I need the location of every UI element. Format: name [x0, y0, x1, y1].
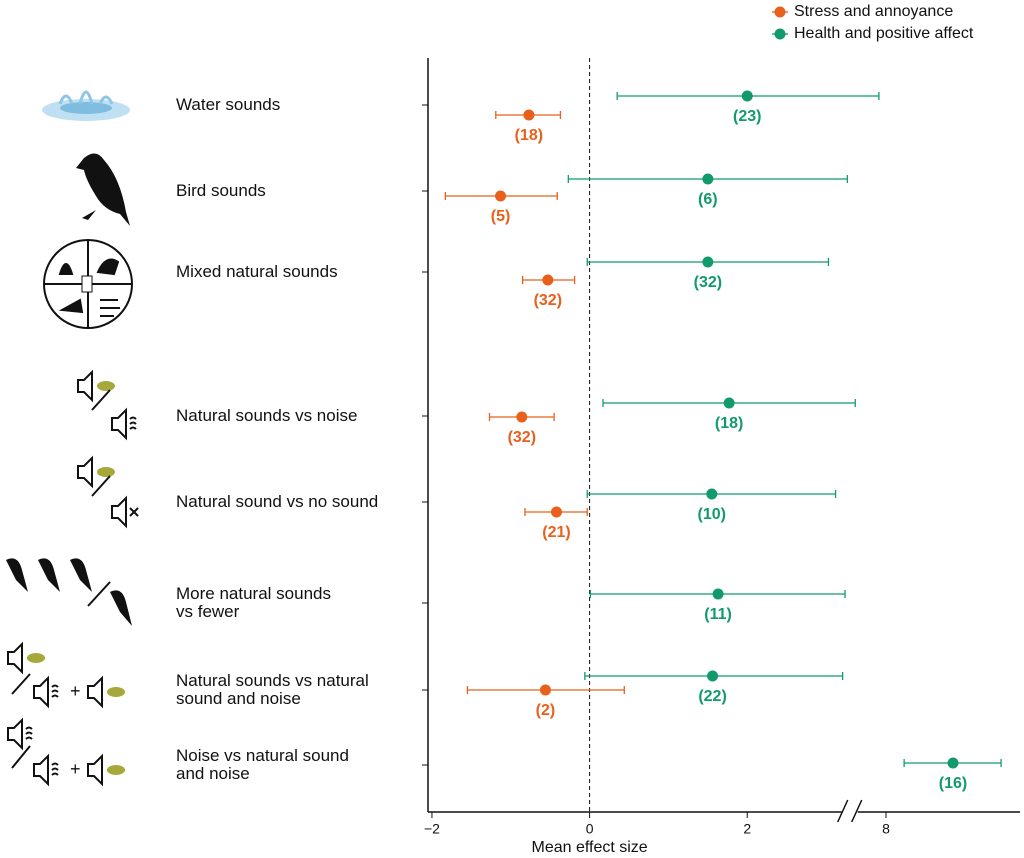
- noise: [51, 684, 59, 698]
- cross: [129, 507, 139, 517]
- point: [542, 274, 554, 286]
- category-label: Natural sound vs no sound: [176, 492, 379, 511]
- point: [707, 670, 719, 682]
- leaf: [107, 765, 125, 775]
- plus: +: [70, 759, 81, 779]
- point: [702, 256, 714, 268]
- speaker: [77, 369, 93, 403]
- category-label: Noise vs natural sound and noise: [176, 746, 349, 783]
- plus: +: [70, 681, 81, 701]
- n-label: (21): [542, 524, 570, 541]
- speaker: [33, 675, 49, 709]
- category-label: Bird sounds: [176, 181, 266, 200]
- icons: [42, 90, 133, 329]
- n-label: (2): [536, 702, 556, 719]
- legend-label: Health and positive affect: [794, 25, 974, 42]
- n-label: (5): [491, 208, 511, 225]
- leaf: [97, 467, 115, 477]
- category-label: Natural sounds vs natural sound and nois…: [176, 671, 369, 708]
- legend-marker: [774, 28, 786, 40]
- divider: [91, 389, 111, 411]
- point: [523, 109, 535, 121]
- n-label: (18): [715, 415, 743, 432]
- divider: [91, 475, 111, 497]
- legend-label: Stress and annoyance: [794, 3, 953, 20]
- n-label: (10): [698, 506, 726, 523]
- n-label: (18): [515, 127, 543, 144]
- mixed-icon: [43, 239, 133, 329]
- noise: [129, 416, 137, 430]
- n-label: (32): [534, 292, 562, 309]
- x-tick-label: 2: [743, 821, 751, 837]
- speaker: [33, 753, 49, 787]
- point: [712, 588, 724, 600]
- birds-icon: [6, 558, 132, 626]
- leaf: [97, 381, 115, 391]
- point: [516, 411, 528, 423]
- noise: [51, 762, 59, 776]
- speaker: [87, 753, 103, 787]
- n-label: (16): [939, 775, 967, 792]
- point: [706, 488, 718, 500]
- speaker-icons: ++: [7, 369, 139, 787]
- point: [550, 506, 562, 518]
- x-tick-label: 8: [882, 821, 890, 837]
- speaker: [111, 495, 127, 529]
- noise: [25, 726, 33, 740]
- category-label: More natural sounds vs fewer: [176, 584, 331, 621]
- speaker: [77, 455, 93, 489]
- category-label: Natural sounds vs noise: [176, 406, 358, 425]
- divider: [11, 745, 31, 769]
- speaker: [87, 675, 103, 709]
- point: [741, 90, 753, 102]
- n-label: (32): [694, 274, 722, 291]
- n-label: (22): [698, 688, 726, 705]
- point: [539, 684, 551, 696]
- n-label: (6): [698, 191, 718, 208]
- speaker: [111, 407, 127, 441]
- category-label: Mixed natural sounds: [176, 262, 338, 281]
- category-label: Water sounds: [176, 95, 281, 114]
- legend: Stress and annoyance Health and positive …: [772, 3, 974, 42]
- point: [495, 190, 507, 202]
- n-label: (23): [733, 108, 761, 125]
- point: [947, 757, 959, 769]
- speaker: [7, 641, 23, 675]
- divider: [11, 673, 31, 695]
- point: [723, 397, 735, 409]
- axis-break: [837, 799, 863, 823]
- point: [702, 173, 714, 185]
- x-axis-label: Mean effect size: [531, 839, 647, 856]
- x-tick-label: 0: [586, 821, 594, 837]
- axis-break-gap: [841, 808, 858, 816]
- bird-icon: [76, 153, 130, 226]
- legend-marker: [774, 6, 786, 18]
- leaf: [107, 687, 125, 697]
- n-label: (11): [704, 606, 732, 623]
- water-icon: [42, 90, 130, 121]
- leaf: [27, 653, 45, 663]
- x-tick-label: −2: [424, 821, 440, 837]
- speaker: [7, 717, 23, 751]
- n-label: (32): [508, 429, 536, 446]
